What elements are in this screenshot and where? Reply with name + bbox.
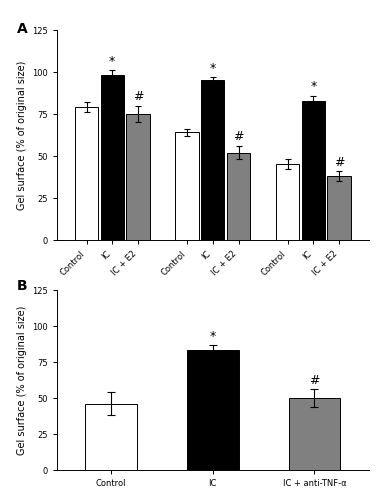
Bar bbox=[328, 176, 351, 240]
Bar bbox=[75, 108, 98, 240]
Text: #: # bbox=[334, 156, 344, 168]
Text: *: * bbox=[210, 330, 216, 342]
Text: #: # bbox=[233, 130, 244, 143]
Bar bbox=[276, 164, 299, 240]
Text: *: * bbox=[210, 62, 216, 74]
Bar bbox=[201, 80, 225, 240]
Bar bbox=[86, 404, 137, 470]
Text: B: B bbox=[16, 279, 27, 293]
Text: *: * bbox=[109, 55, 116, 68]
Y-axis label: Gel surface (% of original size): Gel surface (% of original size) bbox=[17, 60, 27, 210]
Bar bbox=[187, 350, 239, 470]
Bar bbox=[227, 152, 250, 240]
Text: #: # bbox=[309, 374, 320, 387]
Text: 6 hr: 6 hr bbox=[104, 328, 120, 337]
Bar bbox=[101, 76, 124, 240]
Bar bbox=[126, 114, 150, 240]
Bar bbox=[289, 398, 340, 470]
Text: #: # bbox=[133, 90, 143, 103]
Text: A: A bbox=[16, 22, 27, 36]
Y-axis label: Gel surface (% of original size): Gel surface (% of original size) bbox=[17, 306, 27, 454]
Bar bbox=[302, 100, 325, 240]
Text: 24 hr: 24 hr bbox=[302, 328, 325, 337]
Bar bbox=[176, 132, 199, 240]
Text: *: * bbox=[310, 80, 317, 93]
Text: 12 hr: 12 hr bbox=[202, 328, 224, 337]
